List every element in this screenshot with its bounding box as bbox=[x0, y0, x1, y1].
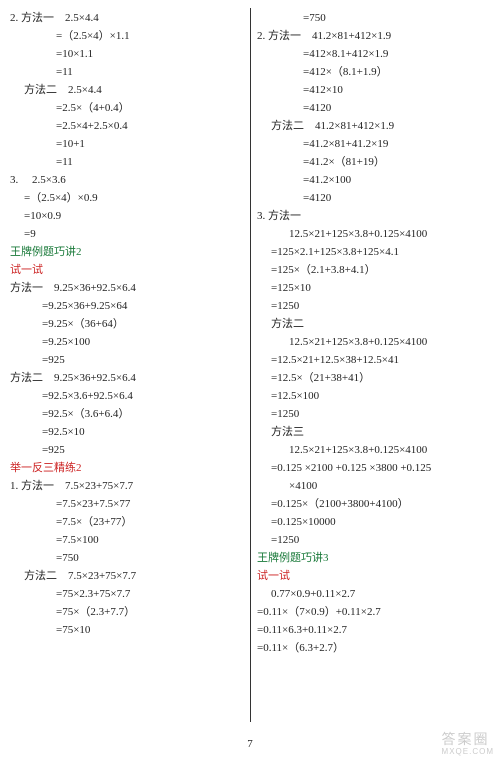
math-line: 方法三 bbox=[257, 424, 490, 441]
math-line: =412×8.1+412×1.9 bbox=[257, 46, 490, 63]
math-line: 方法二 9.25×36+92.5×6.4 bbox=[10, 370, 243, 387]
math-line: =9.25×100 bbox=[10, 334, 243, 351]
math-line: =12.5×100 bbox=[257, 388, 490, 405]
left-column: 2. 方法一 2.5×4.4=（2.5×4）×1.1=10×1.1=11方法二 … bbox=[10, 8, 249, 728]
math-line: =4120 bbox=[257, 100, 490, 117]
watermark: 答案圈 MXQE.COM bbox=[442, 729, 494, 756]
math-line: =9.25×36+9.25×64 bbox=[10, 298, 243, 315]
math-line: =92.5×（3.6+6.4） bbox=[10, 406, 243, 423]
math-line: =92.5×3.6+92.5×6.4 bbox=[10, 388, 243, 405]
math-line: 3. 2.5×3.6 bbox=[10, 172, 243, 189]
math-line: =11 bbox=[10, 64, 243, 81]
math-line: 方法二 7.5×23+75×7.7 bbox=[10, 568, 243, 585]
watermark-main: 答案圈 bbox=[442, 731, 490, 747]
math-line: 举一反三精练2 bbox=[10, 460, 243, 477]
math-line: =0.125×（2100+3800+4100） bbox=[257, 496, 490, 513]
math-line: =9 bbox=[10, 226, 243, 243]
math-line: =9.25×（36+64） bbox=[10, 316, 243, 333]
math-line: =1250 bbox=[257, 532, 490, 549]
math-line: 2. 方法一 41.2×81+412×1.9 bbox=[257, 28, 490, 45]
math-line: =75×（2.3+7.7） bbox=[10, 604, 243, 621]
math-line: =0.11×（7×0.9）+0.11×2.7 bbox=[257, 604, 490, 621]
math-line: =11 bbox=[10, 154, 243, 171]
math-line: 方法一 9.25×36+92.5×6.4 bbox=[10, 280, 243, 297]
math-line: 0.77×0.9+0.11×2.7 bbox=[257, 586, 490, 603]
math-line: =41.2×81+41.2×19 bbox=[257, 136, 490, 153]
math-line: 方法二 bbox=[257, 316, 490, 333]
math-line: =0.11×（6.3+2.7） bbox=[257, 640, 490, 657]
math-line: =7.5×（23+77） bbox=[10, 514, 243, 531]
math-line: =（2.5×4）×0.9 bbox=[10, 190, 243, 207]
math-line: =41.2×100 bbox=[257, 172, 490, 189]
math-line: =412×（8.1+1.9） bbox=[257, 64, 490, 81]
math-line: ×4100 bbox=[257, 478, 490, 495]
math-line: =12.5×（21+38+41） bbox=[257, 370, 490, 387]
math-line: 12.5×21+125×3.8+0.125×4100 bbox=[257, 226, 490, 243]
math-line: 方法二 41.2×81+412×1.9 bbox=[257, 118, 490, 135]
math-line: =（2.5×4）×1.1 bbox=[10, 28, 243, 45]
math-line: =0.125×10000 bbox=[257, 514, 490, 531]
right-column: =7502. 方法一 41.2×81+412×1.9=412×8.1+412×1… bbox=[249, 8, 490, 728]
math-line: =10×1.1 bbox=[10, 46, 243, 63]
math-line: =2.5×4+2.5×0.4 bbox=[10, 118, 243, 135]
watermark-sub: MXQE.COM bbox=[442, 747, 494, 756]
math-line: =75×2.3+75×7.7 bbox=[10, 586, 243, 603]
math-line: =750 bbox=[257, 10, 490, 27]
math-line: 王牌例题巧讲3 bbox=[257, 550, 490, 567]
math-line: 3. 方法一 bbox=[257, 208, 490, 225]
math-line: =925 bbox=[10, 442, 243, 459]
math-line: 12.5×21+125×3.8+0.125×4100 bbox=[257, 334, 490, 351]
math-line: =10+1 bbox=[10, 136, 243, 153]
math-line: =10×0.9 bbox=[10, 208, 243, 225]
math-line: 方法二 2.5×4.4 bbox=[10, 82, 243, 99]
math-line: =750 bbox=[10, 550, 243, 567]
math-line: 1. 方法一 7.5×23+75×7.7 bbox=[10, 478, 243, 495]
math-line: =925 bbox=[10, 352, 243, 369]
math-line: 王牌例题巧讲2 bbox=[10, 244, 243, 261]
math-line: 试一试 bbox=[10, 262, 243, 279]
math-line: =75×10 bbox=[10, 622, 243, 639]
math-line: 12.5×21+125×3.8+0.125×4100 bbox=[257, 442, 490, 459]
math-line: =92.5×10 bbox=[10, 424, 243, 441]
math-line: =0.11×6.3+0.11×2.7 bbox=[257, 622, 490, 639]
math-line: 试一试 bbox=[257, 568, 490, 585]
math-line: =412×10 bbox=[257, 82, 490, 99]
math-line: =12.5×21+12.5×38+12.5×41 bbox=[257, 352, 490, 369]
math-line: 2. 方法一 2.5×4.4 bbox=[10, 10, 243, 27]
math-line: =125×10 bbox=[257, 280, 490, 297]
math-line: =0.125 ×2100 +0.125 ×3800 +0.125 bbox=[257, 460, 490, 477]
math-line: =2.5×（4+0.4） bbox=[10, 100, 243, 117]
math-line: =125×（2.1+3.8+4.1） bbox=[257, 262, 490, 279]
math-line: =7.5×100 bbox=[10, 532, 243, 549]
page-number: 7 bbox=[0, 738, 500, 750]
math-line: =4120 bbox=[257, 190, 490, 207]
math-line: =41.2×（81+19） bbox=[257, 154, 490, 171]
math-line: =1250 bbox=[257, 298, 490, 315]
page-content: 2. 方法一 2.5×4.4=（2.5×4）×1.1=10×1.1=11方法二 … bbox=[10, 8, 490, 728]
math-line: =125×2.1+125×3.8+125×4.1 bbox=[257, 244, 490, 261]
math-line: =7.5×23+7.5×77 bbox=[10, 496, 243, 513]
math-line: =1250 bbox=[257, 406, 490, 423]
